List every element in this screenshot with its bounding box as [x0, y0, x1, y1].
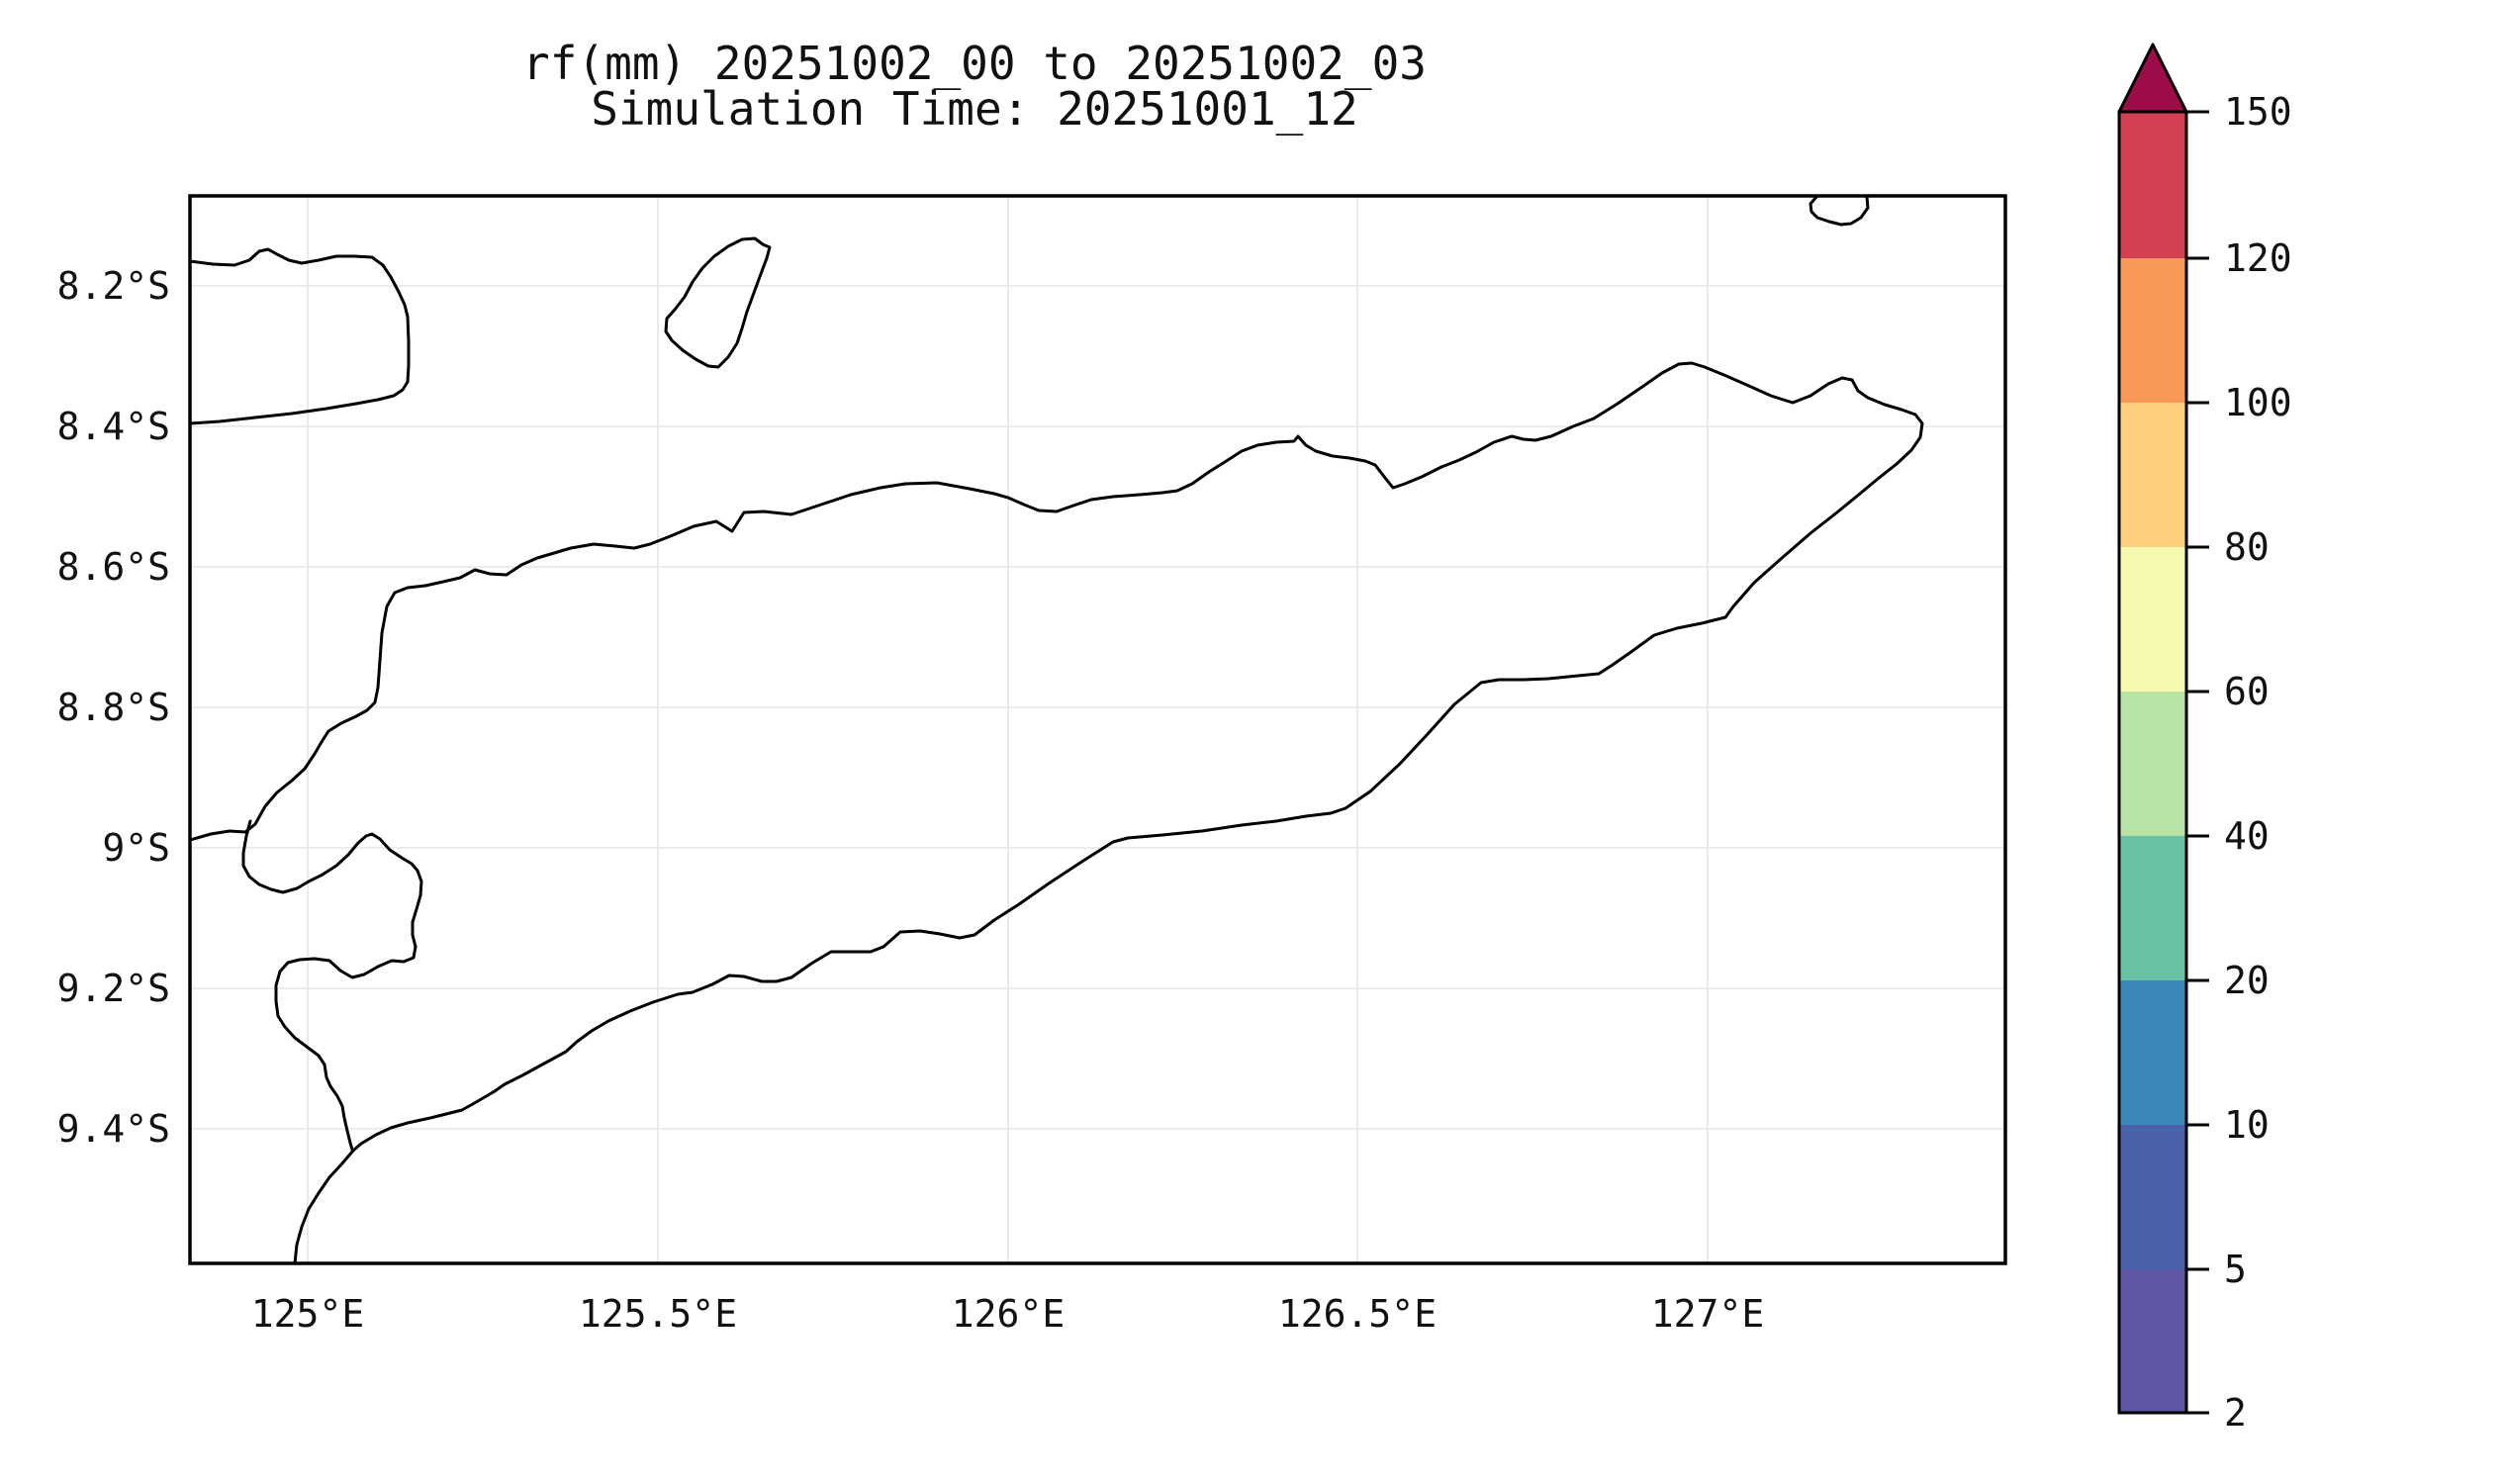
colorbar-outline	[2117, 110, 2188, 1415]
colorbar-segment-80-100	[2119, 403, 2186, 547]
colorbar-label-100: 100	[2224, 381, 2292, 424]
colorbar	[2117, 43, 2209, 1415]
x-tick-label-125e: 125°E	[250, 1292, 365, 1336]
figure-subtitle: Simulation Time: 20251001_12	[591, 82, 1358, 136]
figure-title: rf(mm) 20251002_00 to 20251002_03	[522, 37, 1427, 90]
colorbar-segment-10-20	[2119, 980, 2186, 1125]
x-tick-label-125-5e: 125.5°E	[578, 1292, 738, 1336]
x-tick-label-126e: 126°E	[951, 1292, 1066, 1336]
colorbar-label-20: 20	[2224, 959, 2270, 1002]
y-tick-label-8-8s: 8.8°S	[56, 686, 170, 729]
colorbar-over-arrow	[2117, 43, 2188, 114]
colorbar-label-40: 40	[2224, 814, 2270, 858]
y-tick-label-8-6s: 8.6°S	[56, 545, 170, 589]
y-tick-label-8-4s: 8.4°S	[56, 405, 170, 448]
colorbar-segment-40-60	[2119, 692, 2186, 836]
y-tick-label-8-2s: 8.2°S	[56, 264, 170, 308]
colorbar-label-150: 150	[2224, 90, 2292, 134]
colorbar-label-80: 80	[2224, 525, 2270, 569]
coastline-main-island	[190, 361, 1924, 1263]
colorbar-label-5: 5	[2224, 1248, 2247, 1291]
y-tick-label-9s: 9°S	[102, 826, 170, 870]
colorbar-label-2: 2	[2224, 1391, 2247, 1435]
coastline-island-top-left	[190, 247, 411, 425]
x-tick-label-127e: 127°E	[1650, 1292, 1765, 1336]
colorbar-segment-100-120	[2119, 258, 2186, 403]
colorbar-label-60: 60	[2224, 670, 2270, 713]
colorbar-label-10: 10	[2224, 1103, 2270, 1147]
colorbar-segment-2-5	[2119, 1269, 2186, 1413]
colorbar-ticks	[2186, 110, 2209, 1415]
y-tick-label-9-2s: 9.2°S	[56, 967, 170, 1010]
graticule-gridlines	[190, 196, 2005, 1263]
colorbar-segment-120-150	[2119, 112, 2186, 258]
coastline-island-top-right	[1808, 196, 1870, 227]
coastline-southwest-inlet	[241, 819, 423, 1152]
y-tick-label-9-4s: 9.4°S	[56, 1107, 170, 1151]
coastline-island-atauro	[664, 236, 772, 369]
plot-border	[188, 194, 2007, 1265]
x-tick-label-126-5e: 126.5°E	[1277, 1292, 1437, 1336]
coastlines-layer	[190, 196, 1924, 1263]
colorbar-segment-60-80	[2119, 547, 2186, 692]
colorbar-segment-20-40	[2119, 836, 2186, 980]
colorbar-segment-5-10	[2119, 1125, 2186, 1269]
colorbar-label-120: 120	[2224, 236, 2292, 280]
